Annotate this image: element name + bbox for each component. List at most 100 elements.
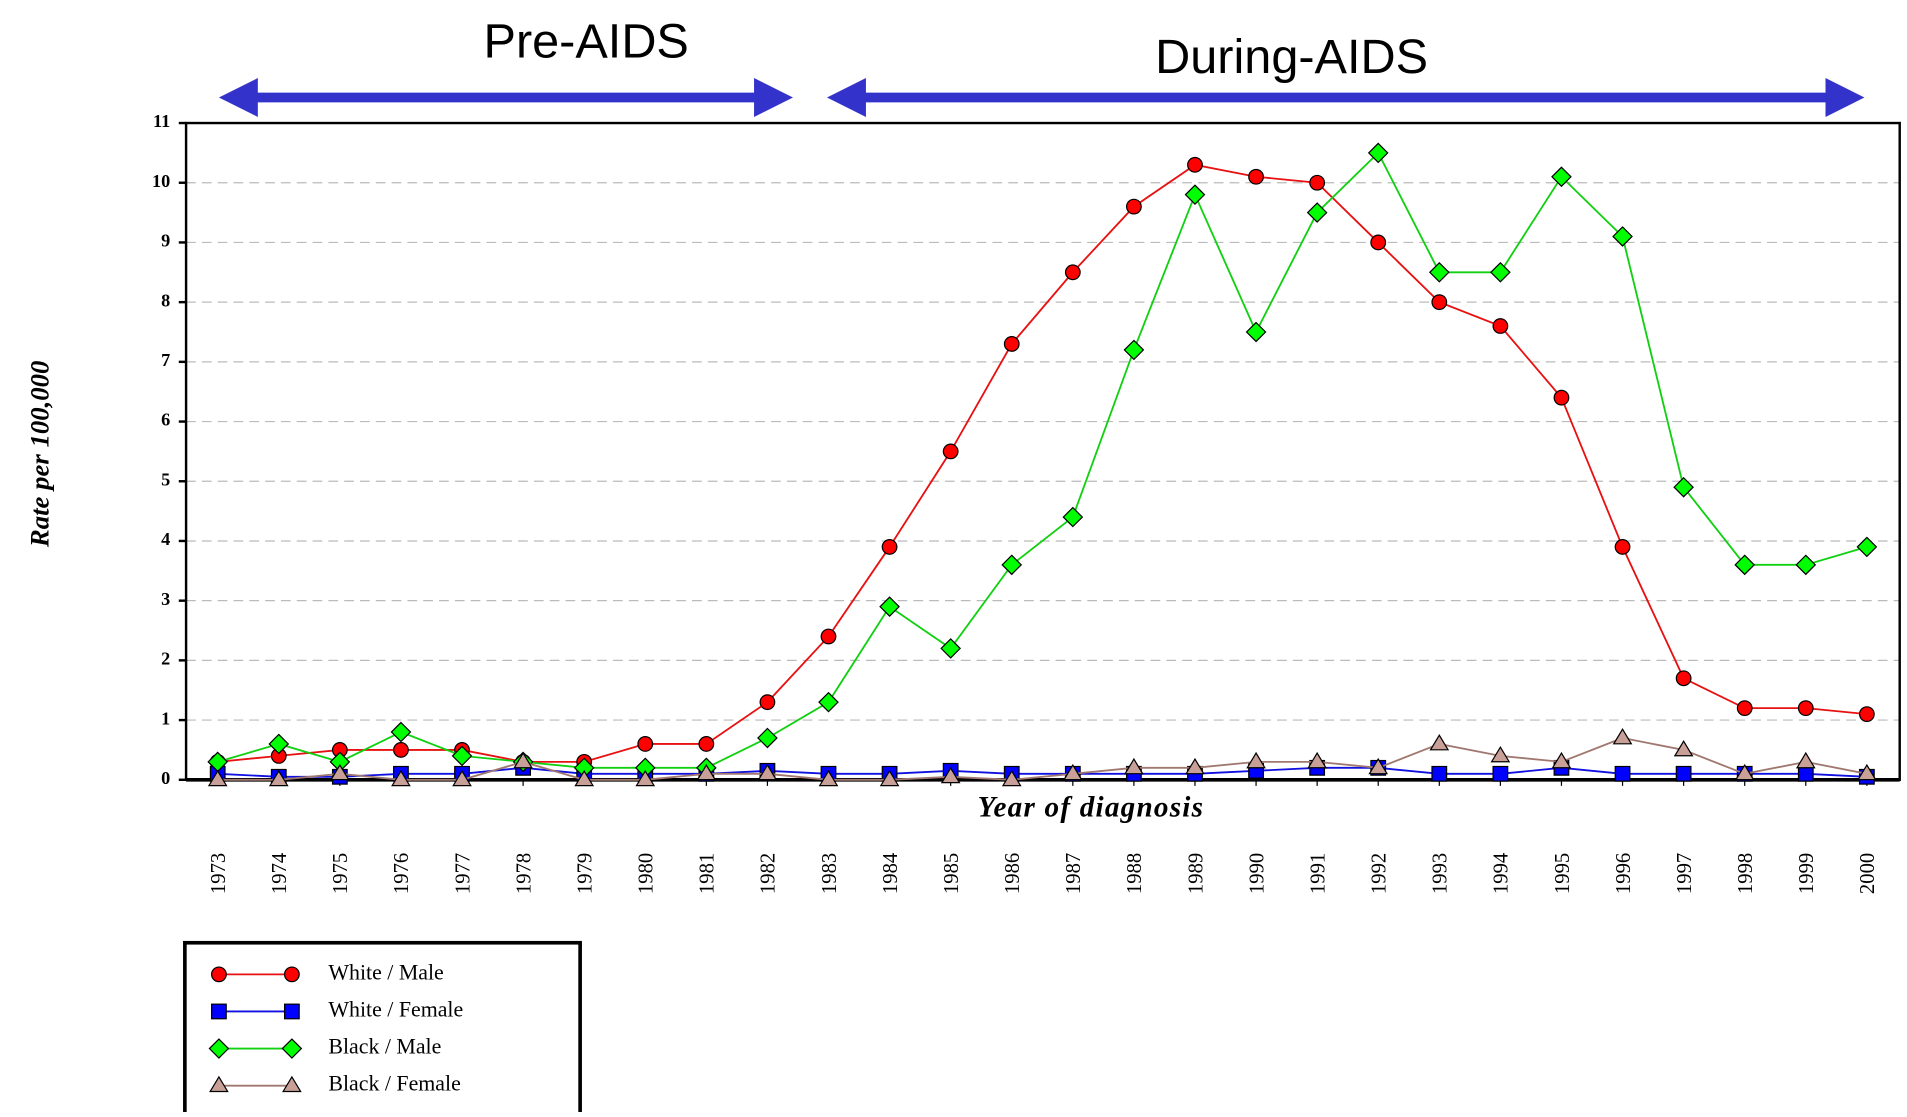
- x-tick-label: 1976: [391, 853, 413, 894]
- marker: [391, 769, 411, 787]
- marker: [1429, 734, 1450, 751]
- x-tick-label: 2000: [1857, 853, 1879, 894]
- marker: [1431, 765, 1448, 782]
- x-tick-label: 1985: [941, 853, 963, 894]
- y-tick-label: 0: [161, 768, 170, 788]
- x-tick-label: 1988: [1124, 853, 1146, 894]
- marker: [1795, 554, 1817, 576]
- marker: [207, 769, 228, 787]
- marker: [268, 733, 290, 755]
- marker: [635, 769, 656, 787]
- marker: [1428, 261, 1450, 283]
- legend-label: White / Male: [328, 959, 443, 984]
- marker: [1797, 700, 1814, 717]
- marker: [208, 1038, 230, 1059]
- legend-label: White / Female: [328, 996, 463, 1021]
- marker: [881, 539, 898, 555]
- marker: [1064, 264, 1081, 281]
- marker: [1184, 184, 1206, 206]
- marker: [1858, 706, 1875, 723]
- marker: [1245, 321, 1267, 343]
- marker: [209, 1075, 229, 1093]
- marker: [1492, 318, 1509, 334]
- marker: [1673, 476, 1694, 498]
- x-tick-label: 1973: [208, 853, 230, 894]
- x-tick-label: 1995: [1552, 853, 1574, 894]
- marker: [1492, 765, 1509, 782]
- y-tick-label: 5: [161, 469, 170, 489]
- marker: [1001, 554, 1023, 576]
- marker: [1797, 765, 1814, 782]
- marker: [757, 727, 778, 749]
- y-tick-label: 7: [161, 350, 170, 370]
- series-line: [217, 737, 1868, 781]
- marker: [698, 736, 715, 752]
- x-tick-label: 1998: [1735, 853, 1757, 894]
- y-tick-label: 4: [161, 529, 170, 549]
- marker: [757, 763, 778, 781]
- x-tick-label: 1979: [574, 853, 596, 894]
- marker: [330, 763, 350, 781]
- marker: [1001, 769, 1022, 787]
- marker: [1734, 554, 1756, 576]
- marker: [820, 628, 837, 645]
- marker: [268, 769, 289, 787]
- y-tick-label: 2: [161, 649, 170, 669]
- legend-box: [183, 940, 582, 1117]
- marker: [513, 751, 533, 769]
- x-tick-label: 1999: [1796, 853, 1818, 894]
- marker: [1125, 198, 1142, 215]
- marker: [1736, 700, 1753, 717]
- marker: [1490, 261, 1511, 283]
- marker: [1124, 757, 1144, 775]
- legend-label: Black / Male: [328, 1034, 441, 1059]
- marker: [1675, 765, 1692, 782]
- marker: [1614, 539, 1631, 555]
- x-tick-label: 1984: [880, 853, 902, 894]
- marker: [1309, 174, 1326, 191]
- x-tick-label: 1994: [1491, 853, 1513, 894]
- x-tick-label: 1978: [513, 853, 535, 894]
- marker: [1003, 336, 1020, 352]
- marker: [1062, 506, 1084, 528]
- marker: [1734, 763, 1755, 781]
- x-axis-label: Year of diagnosis: [978, 791, 1205, 823]
- y-tick-label: 3: [161, 589, 170, 609]
- x-tick-label: 1982: [758, 853, 780, 894]
- marker: [211, 1003, 227, 1020]
- marker: [879, 769, 900, 787]
- marker: [1795, 751, 1816, 769]
- series-line: [217, 151, 1868, 769]
- x-tick-label: 1996: [1613, 853, 1635, 894]
- x-tick-label: 1993: [1430, 853, 1452, 894]
- annotation: During-AIDS: [1155, 30, 1428, 84]
- marker: [1490, 745, 1511, 763]
- marker: [1185, 757, 1205, 775]
- marker: [696, 763, 717, 781]
- marker: [1307, 751, 1327, 769]
- x-tick-label: 1992: [1369, 853, 1391, 894]
- marker: [1306, 202, 1328, 223]
- marker: [1857, 763, 1877, 781]
- x-tick-label: 1989: [1185, 853, 1207, 894]
- y-tick-label: 6: [161, 410, 170, 430]
- marker: [1614, 765, 1631, 782]
- marker: [282, 1075, 302, 1093]
- marker: [211, 966, 227, 983]
- marker: [940, 638, 962, 659]
- plot-frame: [184, 121, 1901, 781]
- marker: [574, 769, 595, 787]
- marker: [283, 966, 300, 983]
- x-tick-label: 1990: [1246, 853, 1268, 894]
- marker: [940, 766, 961, 784]
- annotation: Pre-AIDS: [484, 14, 689, 68]
- marker: [1431, 294, 1448, 311]
- x-tick-label: 1983: [819, 853, 841, 894]
- marker: [452, 769, 472, 787]
- marker: [451, 745, 473, 767]
- marker: [1675, 670, 1692, 687]
- marker: [1123, 339, 1145, 361]
- y-tick-label: 9: [161, 231, 170, 251]
- marker: [1612, 728, 1633, 745]
